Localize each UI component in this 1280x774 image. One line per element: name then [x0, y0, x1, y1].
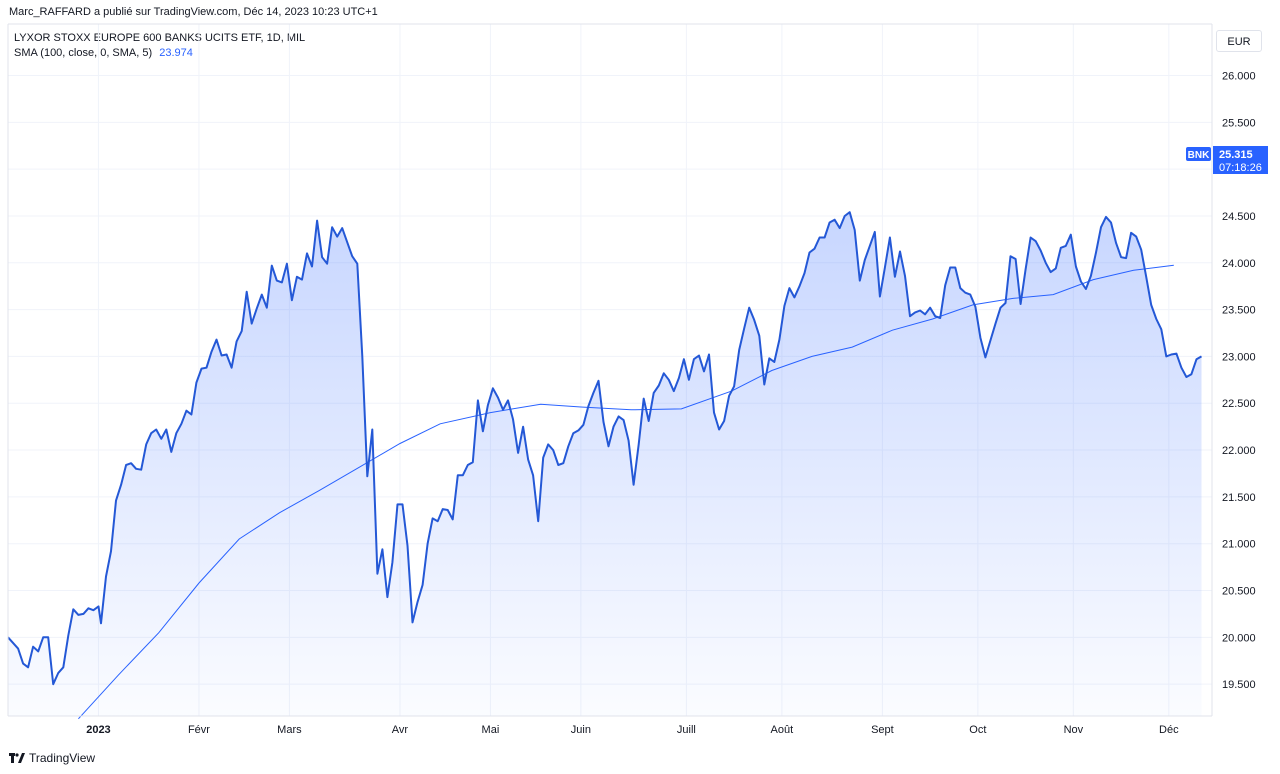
y-tick-label: 20.500	[1222, 586, 1256, 598]
x-tick-label: Févr	[188, 724, 210, 736]
symbol-badge-label: BNK	[1188, 150, 1210, 161]
sma-line	[78, 264, 1174, 720]
y-tick-label: 23.000	[1222, 351, 1256, 363]
y-tick-label: 25.500	[1222, 117, 1256, 129]
price-line	[7, 211, 1202, 686]
x-tick-label: Nov	[1064, 724, 1084, 736]
tradingview-brand: TradingView	[29, 751, 96, 765]
y-tick-label: 22.000	[1222, 445, 1256, 457]
x-tick-label: Août	[771, 724, 794, 736]
y-tick-label: 26.000	[1222, 71, 1256, 83]
x-tick-label: Oct	[969, 724, 986, 736]
bar-countdown: 07:18:26	[1219, 162, 1262, 174]
x-tick-label: Mai	[482, 724, 500, 736]
last-price-value: 25.315	[1219, 149, 1253, 161]
tradingview-footer[interactable]: TradingView	[9, 751, 95, 765]
time-axis[interactable]: 2023 Févr Mars Avr Mai Juin Juill Août Sept Oct No…	[86, 724, 1179, 736]
chart-legend: LYXOR STOXX EUROPE 600 BANKS UCITS ETF, …	[14, 31, 305, 61]
y-tick-label: 19.500	[1222, 679, 1256, 691]
y-tick-label: 22.500	[1222, 398, 1256, 410]
publisher-line: Marc_RAFFARD a publié sur TradingView.co…	[9, 6, 378, 18]
x-tick-label: Avr	[392, 724, 409, 736]
y-tick-label: 24.000	[1222, 258, 1256, 270]
y-tick-label: 24.500	[1222, 211, 1256, 223]
x-tick-label: 2023	[86, 724, 110, 736]
y-tick-label: 21.500	[1222, 492, 1256, 504]
tradingview-logo-icon	[9, 753, 25, 763]
sma-indicator-row[interactable]: SMA (100, close, 0, SMA, 5) 23.974	[14, 46, 305, 61]
price-area-fill	[8, 212, 1202, 716]
y-tick-label: 20.000	[1222, 632, 1256, 644]
price-badge	[1213, 146, 1268, 174]
x-tick-label: Mars	[277, 724, 302, 736]
y-tick-label: 23.500	[1222, 305, 1256, 317]
sma-label: SMA (100, close, 0, SMA, 5)	[14, 47, 153, 59]
symbol-badge	[1186, 147, 1211, 161]
x-tick-label: Déc	[1159, 724, 1179, 736]
x-tick-label: Juill	[677, 724, 696, 736]
last-price-marker: BNK 25.315 07:18:26	[1186, 146, 1268, 174]
x-tick-label: Juin	[571, 724, 591, 736]
sma-value: 23.974	[159, 47, 193, 59]
y-tick-label: 21.000	[1222, 539, 1256, 551]
x-tick-label: Sept	[871, 724, 894, 736]
currency-button[interactable]: EUR	[1216, 30, 1262, 52]
instrument-title[interactable]: LYXOR STOXX EUROPE 600 BANKS UCITS ETF, …	[14, 32, 306, 44]
